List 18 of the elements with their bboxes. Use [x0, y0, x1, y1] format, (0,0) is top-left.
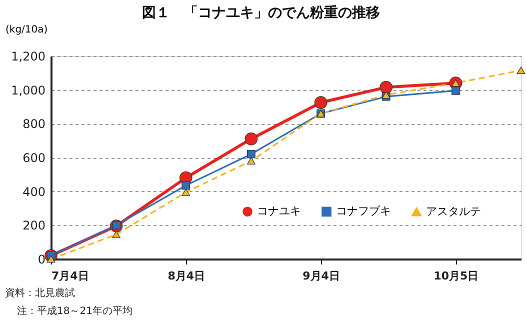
chart-title: 図１ 「コナユキ」のでん粉重の推移 — [142, 5, 380, 21]
x-tick-label: 8月4日 — [168, 270, 206, 282]
y-tick-label: 1,200 — [11, 50, 46, 64]
legend-label: アスタルテ — [426, 204, 481, 218]
text: 資料：北見農試 — [5, 287, 75, 299]
y-tick-label: 200 — [22, 218, 46, 233]
y-tick-label: 400 — [22, 184, 46, 199]
x-tick-label: 10月5日 — [434, 270, 479, 282]
y-tick-label: 600 — [22, 151, 46, 165]
x-tick-label: 9月4日 — [302, 270, 340, 282]
y-tick-label: 1,000 — [11, 83, 46, 98]
y-tick-label: 800 — [22, 117, 46, 132]
y-tick-label: 0 — [38, 252, 46, 266]
x-tick-label: 7月4日 — [52, 270, 89, 282]
y-axis-title: (kg/10a) — [6, 24, 48, 36]
legend-label: コナフブキ — [336, 204, 391, 218]
text: 注：平成18～21年の平均 — [17, 305, 132, 317]
legend-label: コナユキ — [257, 204, 301, 218]
